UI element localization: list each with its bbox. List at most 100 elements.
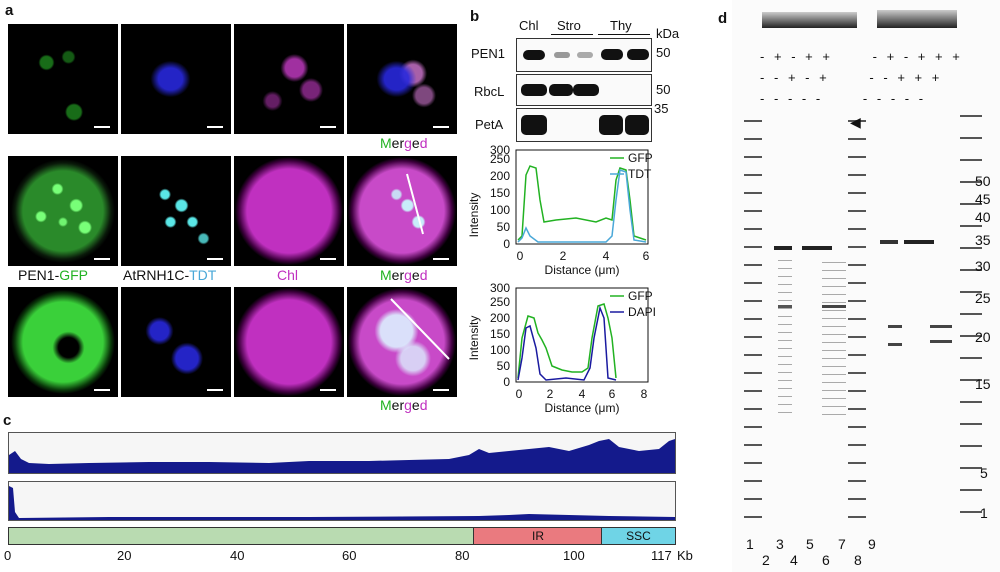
plot2-ytick-3: 150	[490, 327, 510, 341]
size-marker-30: 30	[975, 258, 991, 274]
signs-row1: - + - + + - + - + + +	[760, 49, 963, 64]
size-marker-50: 50	[975, 173, 991, 189]
xunit-kb: Kb	[677, 548, 693, 563]
panel-a-letter: a	[5, 2, 14, 19]
plot1-xtick-1: 2	[560, 249, 567, 263]
lane-number-5: 5	[806, 536, 814, 552]
plot1-xtick-0: 0	[517, 249, 524, 263]
lane-thy: Thy	[610, 18, 632, 33]
plot2-xtick-3: 6	[609, 387, 616, 401]
label-pen1-gfp: PEN1-GFP	[18, 267, 89, 283]
micrograph-r3-merged	[347, 287, 457, 397]
plot-gfp-dapi: Intensity 0 50 100 150 200 250 300 GFP D…	[467, 281, 656, 415]
plot2-dapi-line	[517, 305, 617, 381]
xtick-80: 80	[455, 548, 470, 563]
label-atrnh1c-tdt: AtRNH1C-TDT	[123, 267, 217, 283]
size-marker-40: 40	[975, 209, 991, 225]
blot-rbcl	[516, 74, 652, 106]
plot2-ytick-6: 300	[490, 281, 510, 295]
coverage-track-2	[8, 481, 676, 521]
size-marker-5: 5	[980, 465, 988, 481]
kda-label: kDa	[656, 26, 680, 41]
size-marker-35: 35	[975, 232, 991, 248]
micrograph-r2-gfp	[8, 156, 118, 266]
plot2-gfp-line	[517, 303, 617, 379]
size-marker-15: 15	[975, 376, 991, 392]
micrograph-r1-chl	[234, 24, 344, 134]
lane-number-1: 1	[746, 536, 754, 552]
lane-number-6: 6	[822, 552, 830, 568]
merged-label-r1: Merged	[380, 135, 428, 151]
plot1-ytick-4: 200	[490, 169, 510, 183]
panel-d-letter: d	[718, 10, 728, 27]
plot1-xlabel: Distance (μm)	[545, 263, 620, 277]
merged-label-r2: Merged	[380, 267, 428, 283]
lane-stro: Stro	[557, 18, 581, 33]
plot2-xtick-2: 4	[579, 387, 586, 401]
plot-gfp-tdt: Intensity 0 50 100 150 200 250 300 GFP T…	[467, 143, 653, 277]
micrograph-r1-merged	[347, 24, 457, 134]
blot-marker-rbcl: 50	[656, 82, 671, 97]
plot2-legend-gfp: GFP	[628, 289, 653, 303]
xtick-117: 117	[651, 548, 672, 563]
arrow-left-icon: ◀	[850, 114, 861, 130]
plot1-xtick-3: 6	[643, 249, 650, 263]
plot1-ytick-6: 300	[490, 143, 510, 157]
size-marker-20: 20	[975, 329, 991, 345]
plot1-ytick-2: 100	[490, 203, 510, 217]
xtick-60: 60	[342, 548, 357, 563]
gel-image: ◀	[732, 0, 1000, 572]
signs-row2: - - + - + - - + + +	[760, 70, 943, 85]
blot-peta	[516, 108, 652, 142]
size-marker-45: 45	[975, 191, 991, 207]
size-marker-1: 1	[980, 505, 988, 521]
lane-number-3: 3	[776, 536, 784, 552]
blot-label-rbcl: RbcL	[474, 84, 505, 99]
micrograph-r3-gfp	[8, 287, 118, 397]
micrograph-r3-chl	[234, 287, 344, 397]
blot-label-pen1: PEN1	[471, 46, 505, 61]
signs-row3: - - - - - - - - - -	[760, 91, 927, 106]
lane-number-8: 8	[854, 552, 862, 568]
plot1-tdt-line	[517, 169, 647, 243]
blot-marker-pen1: 50	[656, 45, 671, 60]
plot2-xtick-4: 8	[641, 387, 648, 401]
genome-region-ir: IR	[473, 527, 603, 545]
plot2-legend-dapi: DAPI	[628, 305, 656, 319]
plot2-xtick-0: 0	[516, 387, 523, 401]
panel-c-letter: c	[3, 412, 12, 429]
plot1-ytick-1: 50	[497, 220, 511, 234]
plot2-xlabel: Distance (μm)	[545, 401, 620, 415]
micrograph-r2-merged	[347, 156, 457, 266]
plot1-ytick-3: 150	[490, 186, 510, 200]
lane-underline-thy	[598, 34, 650, 35]
xtick-20: 20	[117, 548, 132, 563]
lane-number-4: 4	[790, 552, 798, 568]
plot1-legend-tdt: TDT	[628, 167, 652, 181]
panel-b-letter: b	[470, 8, 480, 25]
label-chl: Chl	[277, 267, 299, 283]
micrograph-r1-tdt	[121, 24, 231, 134]
genome-region-lsc	[8, 527, 475, 545]
plot1-ylabel: Intensity	[467, 193, 481, 238]
genome-region-ssc: SSC	[601, 527, 676, 545]
line-profile-r2	[406, 173, 424, 235]
plot1-yticks: 0 50 100 150 200 250 300	[490, 143, 510, 251]
blot-marker-peta: 35	[654, 101, 669, 116]
plot2-ytick-1: 50	[497, 359, 511, 373]
plot2-ytick-0: 0	[503, 375, 510, 389]
xtick-0: 0	[4, 548, 12, 563]
micrograph-r2-chl	[234, 156, 344, 266]
plot1-ytick-0: 0	[503, 237, 510, 251]
size-marker-25: 25	[975, 290, 991, 306]
micrograph-r2-tdt	[121, 156, 231, 266]
lane-number-2: 2	[762, 552, 770, 568]
plot1-xtick-2: 4	[603, 249, 610, 263]
coverage-track-1	[8, 432, 676, 474]
plot2-ylabel: Intensity	[467, 316, 481, 361]
merged-label-r3: Merged	[380, 397, 428, 413]
blot-label-peta: PetA	[475, 117, 504, 132]
xtick-100: 100	[563, 548, 585, 563]
micrograph-r3-dapi	[121, 287, 231, 397]
xtick-40: 40	[230, 548, 245, 563]
